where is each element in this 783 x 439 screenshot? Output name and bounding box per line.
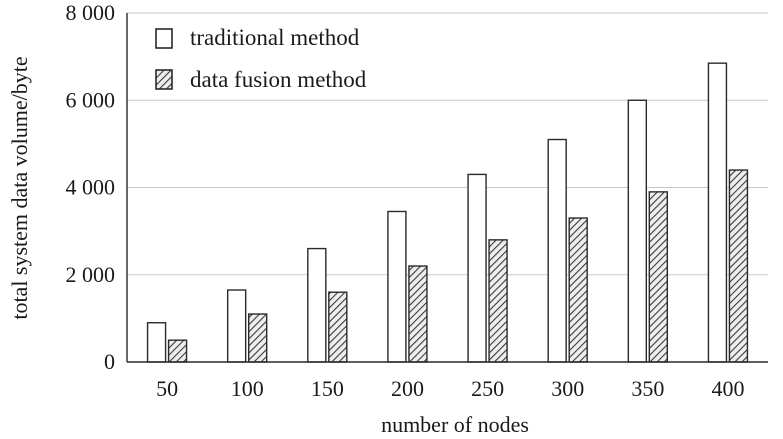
x-tick-label: 350 — [631, 376, 664, 401]
bar-traditional — [307, 247, 327, 363]
x-tick-label: 200 — [391, 376, 424, 401]
bar-data-fusion — [408, 265, 428, 363]
bar-traditional — [387, 210, 407, 363]
legend-label-traditional: traditional method — [190, 25, 360, 50]
bar-traditional — [707, 62, 728, 363]
legend-item-traditional: traditional method — [155, 25, 360, 50]
bar-traditional — [146, 322, 167, 363]
y-tick-label: 0 — [104, 349, 115, 374]
axes: 0 2 000 4 000 6 000 8 000 50 100 150 200 250 300 35… — [66, 0, 768, 401]
bar-data-fusion — [488, 239, 508, 363]
y-axis-title: total system data volume/byte — [7, 56, 32, 319]
x-tick-label: 50 — [156, 376, 178, 401]
x-tick-label: 100 — [231, 376, 264, 401]
bar-data-fusion — [648, 191, 669, 363]
bars — [146, 62, 749, 363]
bar-traditional — [627, 99, 648, 363]
bar-data-fusion — [728, 169, 749, 363]
x-axis-title: number of nodes — [381, 412, 529, 437]
bar-data-fusion — [167, 339, 188, 363]
x-tick-label: 300 — [551, 376, 584, 401]
y-tick-label: 2 000 — [66, 262, 116, 287]
legend-item-fusion: data fusion method — [155, 67, 367, 92]
y-tick-label: 4 000 — [66, 175, 116, 200]
legend: traditional method data fusion method — [155, 25, 367, 92]
bar-data-fusion — [328, 291, 348, 363]
legend-label-fusion: data fusion method — [190, 67, 367, 92]
gridlines — [127, 12, 768, 276]
bar-data-fusion — [568, 217, 588, 363]
x-tick-label: 250 — [471, 376, 504, 401]
legend-swatch-fusion — [155, 69, 173, 90]
x-tick-label: 400 — [711, 376, 744, 401]
bar-traditional — [226, 289, 247, 363]
bar-traditional — [547, 138, 567, 363]
y-tick-label: 6 000 — [66, 87, 116, 112]
y-tick-label: 8 000 — [66, 0, 116, 25]
bar-data-fusion — [247, 313, 268, 363]
legend-swatch-traditional — [155, 28, 173, 49]
x-tick-label: 150 — [311, 376, 344, 401]
bar-traditional — [467, 173, 487, 363]
